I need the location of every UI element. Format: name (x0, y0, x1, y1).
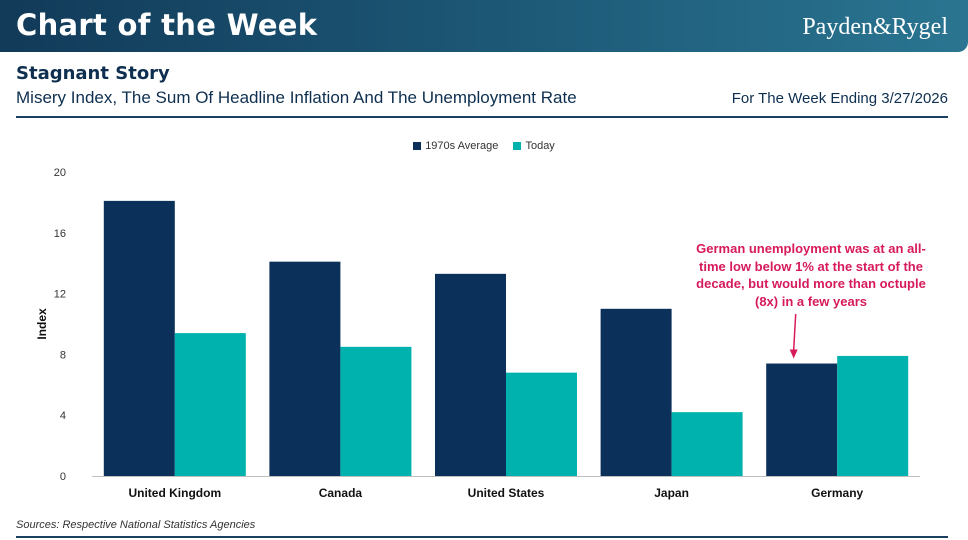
annotation-arrow-line (792, 313, 797, 350)
y-tick-label: 16 (54, 228, 66, 240)
legend-label-today: Today (525, 140, 555, 152)
germany-annotation: German unemployment was at an all-time l… (696, 241, 926, 309)
legend-item-1970s: 1970s Average (413, 140, 498, 152)
bar-japan-1970s (600, 308, 672, 476)
bar-germany-1970s (766, 363, 838, 476)
bar-germany-today (837, 355, 909, 476)
source-note: Sources: Respective National Statistics … (16, 519, 256, 531)
chart-subtitle: Stagnant Story (16, 63, 170, 84)
y-tick-label: 12 (54, 289, 66, 301)
legend-swatch-today (513, 142, 522, 150)
x-category-label: Canada (319, 486, 363, 500)
x-category-label: Germany (811, 486, 863, 500)
y-tick-label: 8 (60, 349, 66, 361)
bar-united-kingdom-1970s (103, 200, 175, 476)
x-category-label: United States (468, 486, 545, 500)
week-ending: For The Week Ending 3/27/2026 (731, 90, 948, 107)
x-category-label: Japan (654, 486, 689, 500)
y-tick-label: 4 (60, 410, 66, 422)
brand-logo: Payden&Rygel (802, 14, 948, 40)
legend-item-today: Today (513, 140, 555, 152)
chart-description: Misery Index, The Sum Of Headline Inflat… (16, 88, 577, 107)
bar-united-kingdom-today (174, 333, 246, 476)
annotation-arrow-head (789, 349, 798, 359)
legend-swatch-1970s (413, 142, 422, 150)
bar-canada-today (340, 346, 412, 476)
x-category-label: United Kingdom (128, 486, 221, 500)
bar-united-states-1970s (435, 273, 506, 476)
chart-legend: 1970s Average Today (0, 140, 968, 153)
bar-japan-today (671, 412, 743, 476)
bottom-divider (16, 536, 948, 538)
banner-title: Chart of the Week (16, 8, 318, 42)
header-banner: Chart of the Week Payden&Rygel (0, 0, 968, 52)
y-tick-label: 0 (60, 471, 66, 483)
bar-canada-1970s (269, 261, 341, 476)
bar-united-states-today (506, 372, 577, 476)
y-tick-label: 20 (54, 167, 66, 179)
legend-label-1970s: 1970s Average (425, 140, 499, 152)
y-axis-label: Index (35, 308, 49, 340)
top-divider (16, 116, 948, 118)
